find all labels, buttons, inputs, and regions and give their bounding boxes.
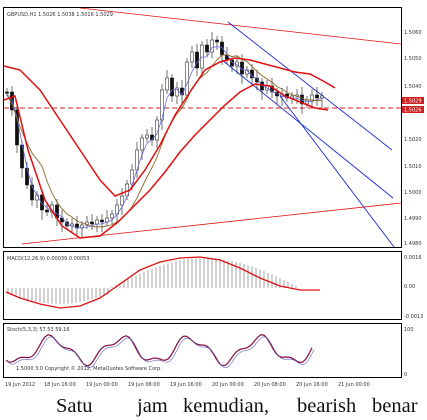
price-label: 1.5060 — [404, 30, 422, 36]
caption-word: jam — [137, 395, 168, 417]
candle-body — [25, 167, 29, 186]
candle-body — [175, 87, 179, 97]
candle-body — [45, 209, 49, 213]
chart-svg: GBPUSD,H1 1.5026 1.5038 1.5016 1.5029 MA… — [3, 7, 424, 388]
candle-body — [320, 95, 324, 99]
stoch-label: Stoch(5,3,3) 57.53 59.16 — [7, 327, 70, 333]
caption-word: benar — [372, 395, 418, 417]
price-label: 1.4980 — [404, 241, 422, 247]
bollinger-lower-band — [3, 83, 329, 239]
caption-word: bearish — [297, 395, 357, 417]
stoch-axis: 100 0 — [404, 327, 414, 378]
upper-trend-line — [79, 7, 402, 45]
candle-body — [95, 219, 99, 225]
macd-pane[interactable] — [3, 251, 402, 320]
time-label: 19 Jun 08:00 — [128, 382, 160, 388]
time-axis: 19 Jun 2012 18 Jun 16:00 19 Jun 00:00 19… — [5, 382, 370, 388]
current-price-tag-bg — [402, 97, 424, 104]
candle-body — [195, 51, 199, 69]
price-label: 1.5050 — [404, 56, 422, 62]
moving-average-fast — [6, 46, 323, 229]
candle-body — [40, 194, 44, 211]
candle-body — [130, 169, 134, 185]
candle-body — [310, 94, 314, 101]
channel-mid-line — [221, 59, 394, 199]
caption-text: Satu jam kemudian, bearish benar — [56, 393, 426, 420]
candle-body — [120, 195, 124, 206]
macd-axis-label: 0.00 — [404, 284, 415, 290]
stoch-sub-label: 1.5000 3.0 Copyright © 2012, MetaQuotes … — [16, 365, 162, 372]
candle-body — [60, 217, 64, 223]
candle-body — [255, 77, 259, 83]
channel-upper-line — [227, 21, 393, 151]
caption-word: kemudian, — [183, 395, 269, 417]
channel-lower-line — [279, 95, 395, 248]
main-chart-layer — [3, 7, 402, 248]
candle-body — [90, 221, 94, 225]
price-axis: 1.5060 1.5050 1.5040 1.5020 1.5010 1.500… — [402, 30, 424, 247]
candle-body — [215, 39, 219, 43]
candle-body — [170, 77, 174, 97]
macd-label: MACD(12,26,9) 0.00039 0.00053 — [7, 256, 90, 262]
time-label: 20 Jun 00:00 — [212, 382, 244, 388]
time-label: 19 Jun 00:00 — [86, 382, 118, 388]
time-label: 20 Jun 08:00 — [254, 382, 286, 388]
main-indicator-label: GBPUSD,H1 1.5026 1.5038 1.5016 1.5029 — [7, 12, 113, 18]
current-price-tag: 1.5029 — [404, 99, 422, 105]
stoch-axis-label: 0 — [404, 372, 407, 378]
candle-body — [200, 44, 204, 69]
macd-layer — [5, 256, 320, 309]
price-label: 1.5010 — [404, 164, 422, 170]
price-label: 1.5000 — [404, 190, 422, 196]
current-price-tag2: 1.5026 — [404, 108, 422, 114]
macd-signal-line — [5, 256, 320, 309]
chart-window: GBPUSD,H1 1.5026 1.5038 1.5016 1.5029 MA… — [3, 7, 424, 388]
candle-body — [5, 91, 9, 94]
current-price-tag2-bg — [402, 106, 424, 113]
candle-body — [190, 51, 194, 63]
price-label: 1.4990 — [404, 216, 422, 222]
candle-body — [145, 134, 149, 139]
stoch-signal-line — [7, 336, 315, 369]
candle-body — [160, 89, 164, 121]
candle-body — [210, 39, 214, 53]
price-label: 1.5040 — [404, 84, 422, 90]
time-label: 20 Jun 16:00 — [296, 382, 328, 388]
candle-body — [315, 94, 319, 99]
macd-axis-label: -0.0013 — [404, 314, 423, 320]
candle-body — [165, 77, 169, 91]
stoch-layer — [5, 334, 315, 369]
macd-axis: 0.0016 0.00 -0.0013 — [404, 255, 423, 320]
time-label: 21 Jun 00:00 — [338, 382, 370, 388]
macd-axis-label: 0.0016 — [404, 255, 422, 261]
candle-body — [110, 213, 114, 219]
candle-body — [30, 184, 34, 201]
candle-body — [140, 137, 144, 151]
time-label: 19 Jun 2012 — [5, 382, 35, 388]
time-label: 18 Jun 16:00 — [44, 382, 76, 388]
price-label: 1.5020 — [404, 137, 422, 143]
candle-body — [100, 219, 104, 223]
candle-body — [185, 61, 189, 96]
stoch-axis-label: 100 — [404, 327, 414, 333]
bollinger-upper-band — [3, 57, 336, 197]
candle-body — [205, 44, 209, 53]
time-label: 19 Jun 16:00 — [170, 382, 202, 388]
caption-word: Satu — [56, 395, 93, 417]
